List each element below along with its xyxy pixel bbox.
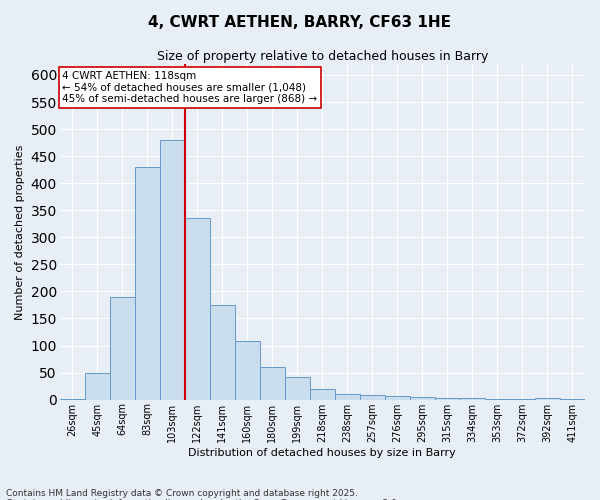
Bar <box>135 167 160 400</box>
Bar <box>260 367 285 400</box>
Bar <box>510 398 535 400</box>
Text: Contains HM Land Registry data © Crown copyright and database right 2025.: Contains HM Land Registry data © Crown c… <box>6 488 358 498</box>
Bar <box>485 398 510 400</box>
Bar <box>110 297 135 400</box>
Text: 4 CWRT AETHEN: 118sqm
← 54% of detached houses are smaller (1,048)
45% of semi-d: 4 CWRT AETHEN: 118sqm ← 54% of detached … <box>62 70 317 104</box>
Bar <box>160 140 185 400</box>
Bar <box>185 218 210 400</box>
Bar <box>235 341 260 400</box>
Bar <box>285 377 310 400</box>
Bar <box>335 394 360 400</box>
Bar <box>535 398 560 400</box>
Bar <box>435 398 460 400</box>
Bar <box>310 389 335 400</box>
Bar <box>460 398 485 400</box>
Bar <box>410 397 435 400</box>
Text: 4, CWRT AETHEN, BARRY, CF63 1HE: 4, CWRT AETHEN, BARRY, CF63 1HE <box>149 15 452 30</box>
Bar <box>385 396 410 400</box>
Bar <box>210 305 235 400</box>
Text: Contains public sector information licensed under the Open Government Licence v3: Contains public sector information licen… <box>6 498 400 500</box>
Bar <box>360 395 385 400</box>
Bar <box>85 372 110 400</box>
X-axis label: Distribution of detached houses by size in Barry: Distribution of detached houses by size … <box>188 448 456 458</box>
Title: Size of property relative to detached houses in Barry: Size of property relative to detached ho… <box>157 50 488 63</box>
Y-axis label: Number of detached properties: Number of detached properties <box>15 144 25 320</box>
Bar <box>60 398 85 400</box>
Bar <box>560 398 585 400</box>
